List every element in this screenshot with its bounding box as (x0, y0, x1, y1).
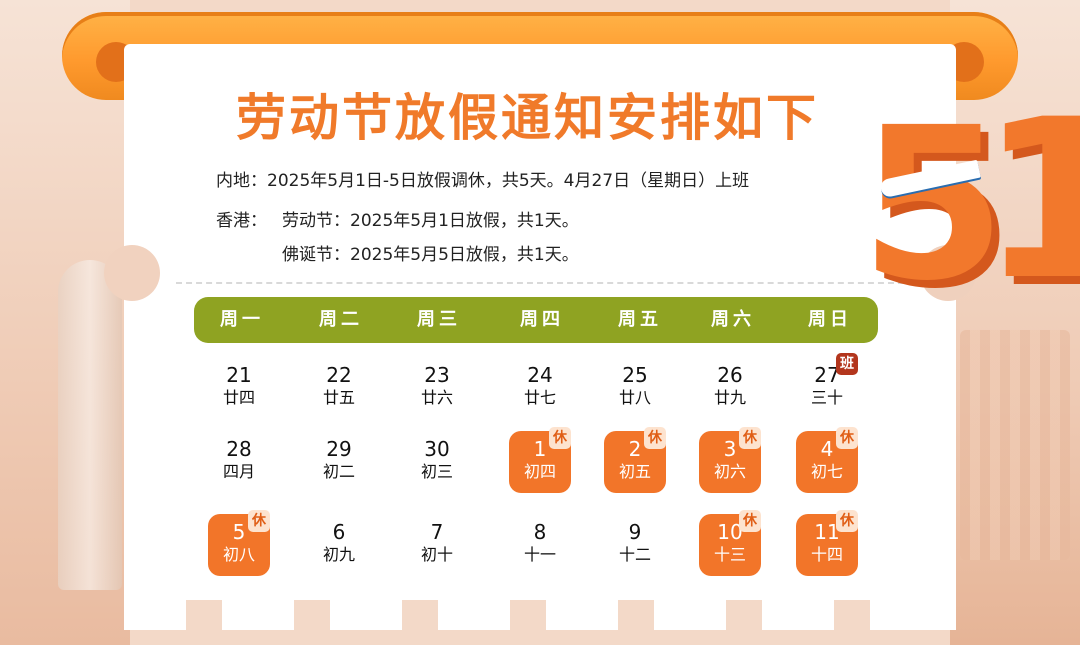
lunar-date: 十一 (523, 545, 556, 564)
lunar-date: 廿七 (523, 388, 556, 407)
calendar-day-holiday: 5 初八 (208, 514, 270, 576)
weekday-header: 周一 周二 周三 周四 周五 周六 周日 (194, 297, 878, 343)
weekday-wed: 周三 (417, 309, 461, 330)
lunar-date: 四月 (222, 462, 255, 481)
calendar-day: 9 十二 (604, 514, 666, 576)
lunar-date: 十二 (618, 545, 651, 564)
rest-badge: 休 (739, 427, 761, 449)
calendar-day: 30 初三 (406, 431, 468, 493)
decoration-51-illustration: 5 1 (860, 72, 1080, 328)
page-title: 劳动节放假通知安排如下 (236, 89, 819, 147)
day-number: 4 (820, 437, 834, 461)
day-number: 7 (430, 520, 444, 544)
calendar-day: 6 初九 (308, 514, 370, 576)
weekday-thu: 周四 (520, 309, 564, 330)
notice-hk-label: 香港： (216, 211, 267, 231)
lunar-date: 初四 (523, 462, 556, 481)
day-number: 23 (424, 363, 450, 387)
weekday-sat: 周六 (711, 309, 755, 330)
calendar-day: 29 初二 (308, 431, 370, 493)
lunar-date: 初六 (713, 462, 746, 481)
calendar-day-holiday: 11 十四 (796, 514, 858, 576)
calendar-day: 28 四月 (208, 431, 270, 493)
day-number: 26 (717, 363, 743, 387)
calendar-day: 21 廿四 (208, 357, 270, 419)
weekday-sun: 周日 (808, 309, 852, 330)
weekday-fri: 周五 (618, 309, 662, 330)
calendar-day: 27 三十 (796, 357, 858, 419)
lunar-date: 廿八 (618, 388, 651, 407)
lunar-date: 初八 (222, 545, 255, 564)
weekday-tue: 周二 (319, 309, 363, 330)
paper-notch-right (920, 245, 976, 301)
notice-mainland: 内地：2025年5月1日-5日放假调休，共5天。4月27日（星期日）上班 (216, 171, 750, 191)
day-number: 3 (723, 437, 737, 461)
lunar-date: 初三 (420, 462, 453, 481)
day-number: 27 (814, 363, 840, 387)
dashed-divider (176, 282, 904, 284)
rest-badge: 休 (248, 510, 270, 532)
lunar-date: 初五 (618, 462, 651, 481)
lunar-date: 廿四 (222, 388, 255, 407)
lunar-date: 初十 (420, 545, 453, 564)
paper-torn-edge (124, 600, 956, 645)
notice-hk-buddha-day: 佛诞节：2025年5月5日放假，共1天。 (282, 245, 579, 265)
day-number: 28 (226, 437, 252, 461)
lunar-date: 三十 (810, 388, 843, 407)
rest-badge: 休 (549, 427, 571, 449)
calendar-day: 25 廿八 (604, 357, 666, 419)
day-number: 25 (622, 363, 648, 387)
workday-badge: 班 (836, 353, 858, 375)
calendar-day: 7 初十 (406, 514, 468, 576)
day-number: 22 (326, 363, 352, 387)
rest-badge: 休 (739, 510, 761, 532)
calendar-day: 23 廿六 (406, 357, 468, 419)
day-number: 29 (326, 437, 352, 461)
notice-hk-labour-day: 劳动节：2025年5月1日放假，共1天。 (282, 211, 579, 231)
tower-illustration (960, 330, 1070, 560)
lunar-date: 十四 (810, 545, 843, 564)
calendar-day: 24 廿七 (509, 357, 571, 419)
calendar-day: 22 廿五 (308, 357, 370, 419)
day-number: 8 (533, 520, 547, 544)
day-number: 30 (424, 437, 450, 461)
day-number: 2 (628, 437, 642, 461)
rocket-illustration (58, 260, 122, 590)
day-number: 11 (814, 520, 840, 544)
rest-badge: 休 (644, 427, 666, 449)
lunar-date: 十三 (713, 545, 746, 564)
day-number: 9 (628, 520, 642, 544)
day-number: 5 (232, 520, 246, 544)
lunar-date: 初二 (322, 462, 355, 481)
rest-badge: 休 (836, 510, 858, 532)
day-number: 1 (533, 437, 547, 461)
day-number: 6 (332, 520, 346, 544)
day-number: 21 (226, 363, 252, 387)
lunar-date: 廿六 (420, 388, 453, 407)
lunar-date: 廿五 (322, 388, 355, 407)
weekday-mon: 周一 (220, 309, 264, 330)
calendar-day: 26 廿九 (699, 357, 761, 419)
paper-notch-left (104, 245, 160, 301)
lunar-date: 廿九 (713, 388, 746, 407)
day-number: 24 (527, 363, 553, 387)
lunar-date: 初九 (322, 545, 355, 564)
day-number: 10 (717, 520, 743, 544)
lunar-date: 初七 (810, 462, 843, 481)
rest-badge: 休 (836, 427, 858, 449)
calendar-day: 8 十一 (509, 514, 571, 576)
